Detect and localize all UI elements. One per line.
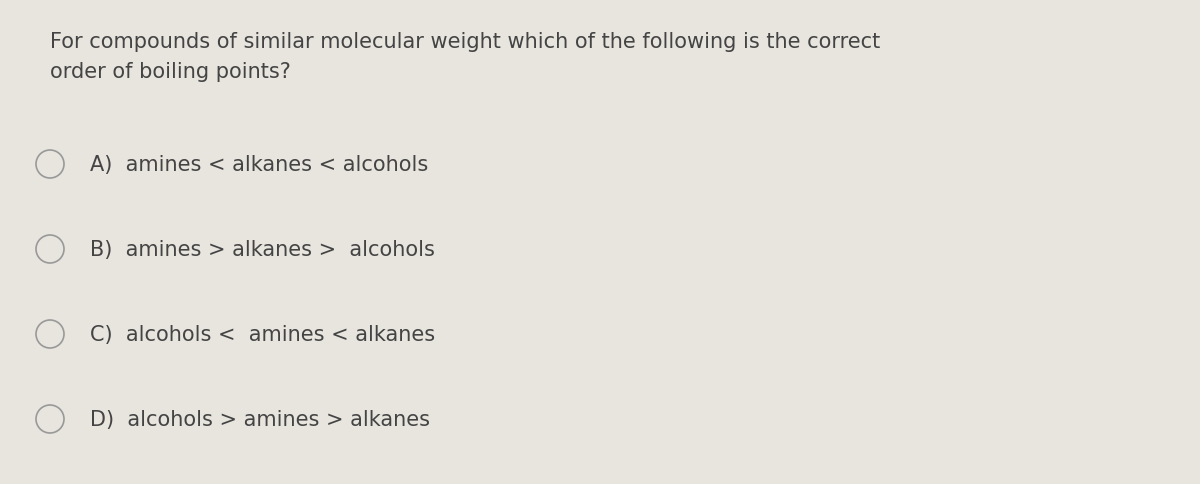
Text: A)  amines < alkanes < alcohols: A) amines < alkanes < alcohols	[90, 155, 428, 175]
Text: C)  alcohols <  amines < alkanes: C) alcohols < amines < alkanes	[90, 324, 436, 344]
Text: For compounds of similar molecular weight which of the following is the correct: For compounds of similar molecular weigh…	[50, 32, 881, 52]
Text: B)  amines > alkanes >  alcohols: B) amines > alkanes > alcohols	[90, 240, 434, 259]
Text: order of boiling points?: order of boiling points?	[50, 62, 290, 82]
Text: D)  alcohols > amines > alkanes: D) alcohols > amines > alkanes	[90, 409, 430, 429]
